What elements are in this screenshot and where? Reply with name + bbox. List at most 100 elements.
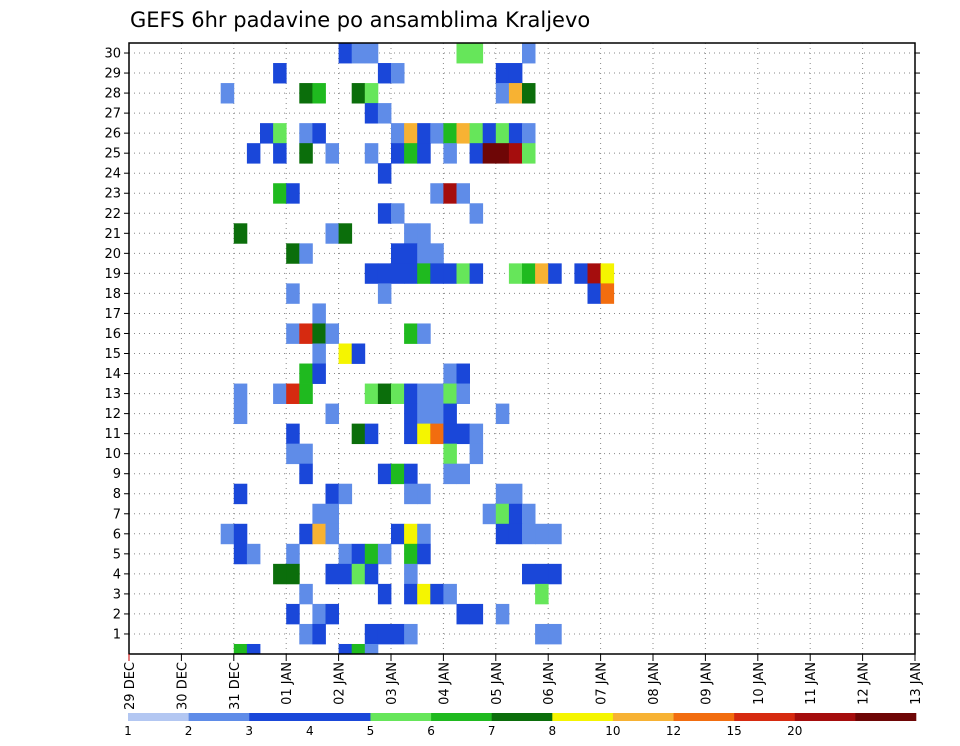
y-tick-label: 19 [104, 267, 121, 282]
heatmap-cell [456, 43, 470, 64]
heatmap-cell [325, 483, 339, 505]
y-tick-label: 11 [104, 427, 121, 442]
heatmap-cell [338, 643, 353, 655]
x-tick-label: 09 JAN [699, 662, 714, 705]
heatmap-cell [364, 563, 379, 585]
heatmap-cell [417, 543, 431, 565]
heatmap-cell [391, 143, 405, 164]
heatmap-cell [273, 383, 287, 404]
heatmap-cell [417, 143, 431, 164]
colorbar-segment [370, 713, 432, 721]
y-tick-label: 5 [113, 547, 121, 562]
heatmap-cell [233, 523, 248, 545]
heatmap-cell [391, 243, 405, 264]
x-tick-label: 01 JAN [280, 662, 295, 705]
heatmap-cell [535, 263, 549, 284]
heatmap-cell [548, 523, 562, 545]
heatmap-cell [469, 263, 484, 284]
heatmap-cell [273, 143, 287, 164]
heatmap-cell [430, 583, 444, 605]
heatmap-cell [443, 423, 457, 445]
heatmap-cell [246, 643, 261, 655]
x-tick-label: 02 JAN [333, 662, 348, 705]
heatmap-cell [233, 543, 248, 565]
heatmap-cell [351, 543, 366, 565]
heatmap-cell [430, 243, 444, 264]
heatmap-cell [312, 503, 326, 525]
heatmap-cell [430, 423, 444, 445]
heatmap-cell [508, 263, 523, 284]
heatmap-cell [338, 223, 353, 244]
heatmap-cell [548, 623, 562, 645]
heatmap-cell [299, 443, 313, 465]
heatmap-cell [417, 263, 431, 284]
heatmap-cell [391, 523, 405, 545]
heatmap-cell [233, 483, 248, 505]
heatmap-cell [404, 483, 418, 505]
heatmap-cell [273, 563, 287, 585]
heatmap-cell [286, 283, 300, 304]
y-tick-label: 24 [104, 167, 121, 182]
heatmap-cell [286, 443, 300, 465]
heatmap-cell [469, 603, 484, 625]
heatmap-cell [417, 123, 431, 144]
y-tick-label: 3 [113, 587, 121, 602]
heatmap-cell [548, 263, 562, 284]
x-tick-label: 05 JAN [490, 662, 505, 705]
heatmap-cell [286, 183, 300, 204]
heatmap-cell [377, 203, 392, 224]
heatmap-cell [404, 143, 418, 164]
heatmap-cell [351, 643, 366, 655]
heatmap-cell [364, 423, 379, 445]
heatmap-cell [443, 463, 457, 485]
heatmap-cell [391, 623, 405, 645]
heatmap-cell [299, 363, 313, 384]
heatmap-cell [325, 223, 339, 244]
heatmap-cell [325, 323, 339, 344]
y-tick-label: 1 [113, 627, 121, 642]
heatmap-cell [495, 143, 510, 164]
heatmap-cell [351, 343, 366, 364]
heatmap-cell [351, 43, 366, 64]
heatmap-cell [312, 123, 326, 144]
heatmap-cell [299, 463, 313, 485]
heatmap-cell [299, 523, 313, 545]
heatmap-cell [351, 83, 366, 104]
y-tick-label: 6 [113, 527, 121, 542]
heatmap-cell [377, 263, 392, 284]
y-tick-label: 18 [104, 287, 121, 302]
y-tick-label: 7 [113, 507, 121, 522]
heatmap-cell [456, 123, 470, 144]
heatmap-cell [404, 403, 418, 425]
heatmap-cell [508, 523, 523, 545]
heatmap-cell [495, 483, 510, 505]
heatmap-cell [522, 503, 536, 525]
heatmap-cell [430, 263, 444, 284]
heatmap-cell [312, 83, 326, 104]
heatmap-cell [456, 183, 470, 204]
colorbar-segment [673, 713, 735, 721]
x-tick-label: 10 JAN [752, 662, 767, 705]
heatmap-cell [351, 423, 366, 445]
colorbar-segment [552, 713, 614, 721]
heatmap-cell [548, 563, 562, 585]
heatmap-cell [469, 143, 484, 164]
heatmap-cell [377, 383, 392, 404]
heatmap-cell [286, 383, 300, 404]
heatmap-cell [404, 423, 418, 445]
x-tick-label: 03 JAN [385, 662, 400, 705]
colorbar-segment [249, 713, 311, 721]
heatmap-cell [364, 623, 379, 645]
heatmap-cell [495, 503, 510, 525]
heatmap-cell [338, 563, 353, 585]
heatmap-cell [220, 83, 235, 104]
heatmap-cell [325, 563, 339, 585]
heatmap-cell [312, 303, 326, 324]
heatmap-cell [430, 403, 444, 425]
heatmap-cell [377, 623, 392, 645]
heatmap-cell [404, 543, 418, 565]
heatmap-cell [377, 583, 392, 605]
heatmap-cell [404, 463, 418, 485]
heatmap-cell [364, 383, 379, 404]
colorbar: 1 2 3 4 5 6 7 8 10 12 15 20 [124, 713, 917, 738]
